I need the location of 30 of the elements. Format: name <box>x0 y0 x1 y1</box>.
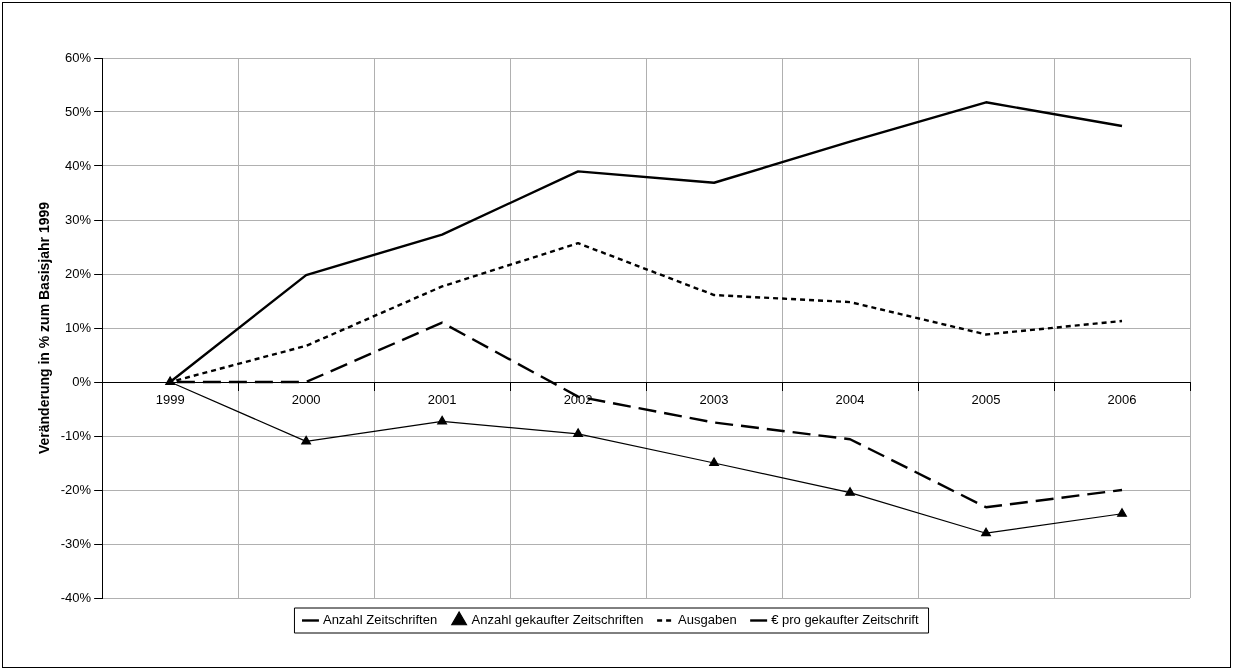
point <box>709 457 719 467</box>
y-tick-label: 60% <box>65 49 92 65</box>
y-tick-label: -40% <box>60 589 92 605</box>
legend-label: Anzahl gekaufter Zeitschriften <box>471 612 644 628</box>
point <box>437 415 448 425</box>
x-tick-label: 2000 <box>291 392 321 408</box>
point <box>301 435 312 445</box>
x-tick-label: 2006 <box>1107 392 1137 408</box>
x-tick-label: 1999 <box>155 392 185 408</box>
point <box>1117 508 1127 517</box>
y-tick-label: 0% <box>72 373 92 389</box>
y-axis-title: Veränderung in % zum Basisjahr 1999 <box>36 201 53 455</box>
x-tick-label: 2004 <box>835 392 865 408</box>
y-tick-label: -20% <box>60 481 92 497</box>
y-tick-label: 30% <box>65 211 92 227</box>
y-tick-label: 20% <box>65 265 92 281</box>
y-tick-label: 10% <box>65 319 92 335</box>
y-tick-label: 40% <box>65 157 92 173</box>
y-tick-label: 50% <box>65 103 92 119</box>
legend-label: Ausgaben <box>678 612 737 628</box>
y-tick-label: -10% <box>60 427 92 443</box>
x-tick-label: 2005 <box>971 392 1001 408</box>
point <box>573 428 584 437</box>
x-tick-label: 2003 <box>699 392 729 408</box>
legend-label: € pro gekaufter Zeitschrift <box>771 612 919 628</box>
legend-label: Anzahl Zeitschriften <box>322 612 438 628</box>
point <box>845 487 855 496</box>
y-tick-label: -30% <box>60 535 92 551</box>
x-tick-label: 2001 <box>427 392 457 408</box>
point <box>981 527 991 537</box>
